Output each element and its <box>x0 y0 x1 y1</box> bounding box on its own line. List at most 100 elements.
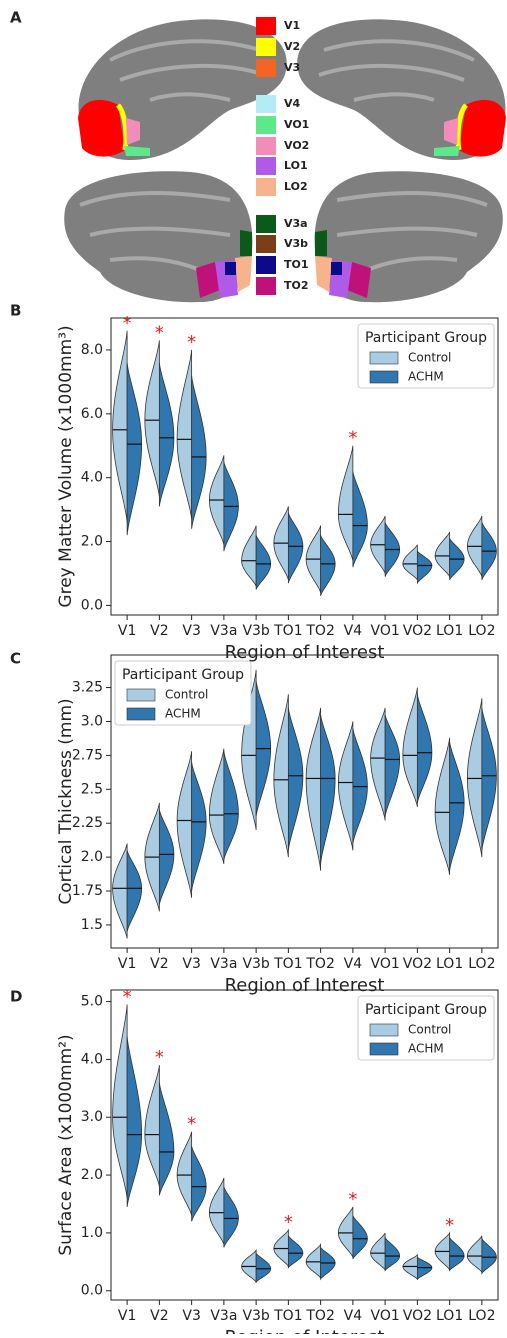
x-tick-label: VO2 <box>403 956 432 972</box>
violin-half <box>223 1186 239 1248</box>
x-tick-label: VO2 <box>403 623 432 639</box>
violin-half <box>176 349 193 520</box>
area-swatch <box>256 277 276 295</box>
legend-swatch <box>126 707 156 721</box>
area-swatch <box>256 235 276 253</box>
violin-half <box>416 549 433 585</box>
x-tick-label: TO2 <box>305 623 334 639</box>
x-axis-label: Region of Interest <box>225 975 385 996</box>
violin-half <box>144 1065 160 1187</box>
y-axis-label: Cortical Thickness (mm) <box>56 698 76 904</box>
violin-half <box>126 850 143 932</box>
legend-title: Participant Group <box>122 667 244 683</box>
x-tick-label: V3a <box>210 623 237 639</box>
panel-label: B <box>10 302 21 320</box>
legend-label: ACHM <box>408 1042 444 1056</box>
area-swatch <box>256 38 276 56</box>
y-tick-label: 3.25 <box>72 680 103 696</box>
x-tick-label: V2 <box>150 623 168 639</box>
significance-star: * <box>123 986 132 1007</box>
violin-half <box>158 1082 175 1196</box>
violin-half <box>449 741 465 871</box>
y-tick-label: 2.25 <box>72 815 103 831</box>
legend-swatch <box>369 1042 399 1056</box>
y-tick-label: 4.0 <box>81 470 103 486</box>
x-tick-label: TO2 <box>305 956 334 972</box>
plot-frame <box>110 317 499 616</box>
y-tick-label: 5.0 <box>81 994 103 1010</box>
area-swatch <box>256 157 276 175</box>
plot-frame <box>110 654 499 949</box>
legend-title: Participant Group <box>365 330 487 346</box>
y-tick-label: 3.0 <box>81 713 103 729</box>
violin-half <box>466 698 483 858</box>
significance-star: * <box>187 332 196 353</box>
violin-half <box>320 714 336 864</box>
violin-half <box>287 512 304 584</box>
x-tick-label: LO2 <box>468 956 495 972</box>
y-tick-label: 4.0 <box>81 1051 103 1067</box>
panel-label: C <box>10 650 21 668</box>
legend-swatch <box>369 370 399 384</box>
chart: C 1.5 1.75 2.0 2.25 2.5 2.75 3.0 3.25 V1 V2 V3 V3a V3… <box>10 650 499 996</box>
x-tick-label: LO2 <box>468 623 495 639</box>
violin-half <box>191 375 207 529</box>
x-tick-label: V3 <box>182 956 200 972</box>
violin-half <box>337 721 354 851</box>
y-tick-label: 2.0 <box>81 1167 103 1183</box>
violin-half <box>112 843 128 939</box>
brain-lateral-left <box>64 171 253 303</box>
significance-star: * <box>155 1047 164 1068</box>
y-axis-label: Grey Matter Volume (x1000mm³) <box>56 325 76 607</box>
violin-half <box>402 544 418 582</box>
x-tick-label: TO1 <box>273 623 302 639</box>
area-label: V3b <box>284 237 308 250</box>
violin-half <box>370 707 386 821</box>
area-label: V3a <box>284 217 308 230</box>
y-tick-label: 2.75 <box>72 747 103 763</box>
x-tick-label: V1 <box>118 956 136 972</box>
area-label: V4 <box>284 97 301 110</box>
chart: B 0.0 2.0 4.0 6.0 8.0 V1 * V2 * V3 * V3a V3b TO1 TO2 V4 *… <box>10 302 499 663</box>
brain-lateral-right <box>314 171 503 303</box>
legend-label: ACHM <box>408 370 444 384</box>
y-tick-label: 2.5 <box>81 781 103 797</box>
x-tick-label: TO1 <box>273 1308 302 1324</box>
panel-label: A <box>10 9 22 27</box>
violin-half <box>287 707 304 851</box>
violin-half <box>112 1004 128 1199</box>
significance-star: * <box>284 1212 293 1233</box>
violin-half <box>255 535 272 590</box>
area-label: LO2 <box>284 180 308 193</box>
y-tick-label: 1.0 <box>81 1225 103 1241</box>
x-tick-label: V1 <box>118 623 136 639</box>
violin-half <box>434 737 451 875</box>
violin-half <box>481 1237 497 1275</box>
violin-half <box>191 1146 207 1222</box>
y-tick-label: 3.0 <box>81 1109 103 1125</box>
brain-renders <box>64 19 506 303</box>
violin-half <box>337 1206 354 1258</box>
x-tick-label: TO1 <box>273 956 302 972</box>
violin-half <box>402 687 418 808</box>
x-tick-label: V3a <box>210 956 237 972</box>
violin-half <box>466 1235 483 1274</box>
legend-swatch <box>126 688 156 702</box>
x-tick-label: VO2 <box>403 1308 432 1324</box>
significance-star: * <box>123 313 132 334</box>
violin-half <box>223 751 239 860</box>
violin-half <box>416 694 433 803</box>
x-tick-label: VO1 <box>370 1308 399 1324</box>
significance-star: * <box>445 1215 454 1236</box>
x-tick-label: VO1 <box>370 956 399 972</box>
area-swatch <box>256 116 276 134</box>
violin-half <box>176 1131 193 1216</box>
significance-star: * <box>187 1114 196 1135</box>
x-tick-label: V3b <box>242 956 269 972</box>
legend-swatch <box>369 1023 399 1037</box>
chart: D 0.0 1.0 2.0 3.0 4.0 5.0 V1 * V2 * V3 * V3a V3b TO1 * TO… <box>10 986 499 1338</box>
brain-medial-left <box>78 19 287 161</box>
legend-label: ACHM <box>165 707 201 721</box>
violin-half <box>370 1232 386 1272</box>
